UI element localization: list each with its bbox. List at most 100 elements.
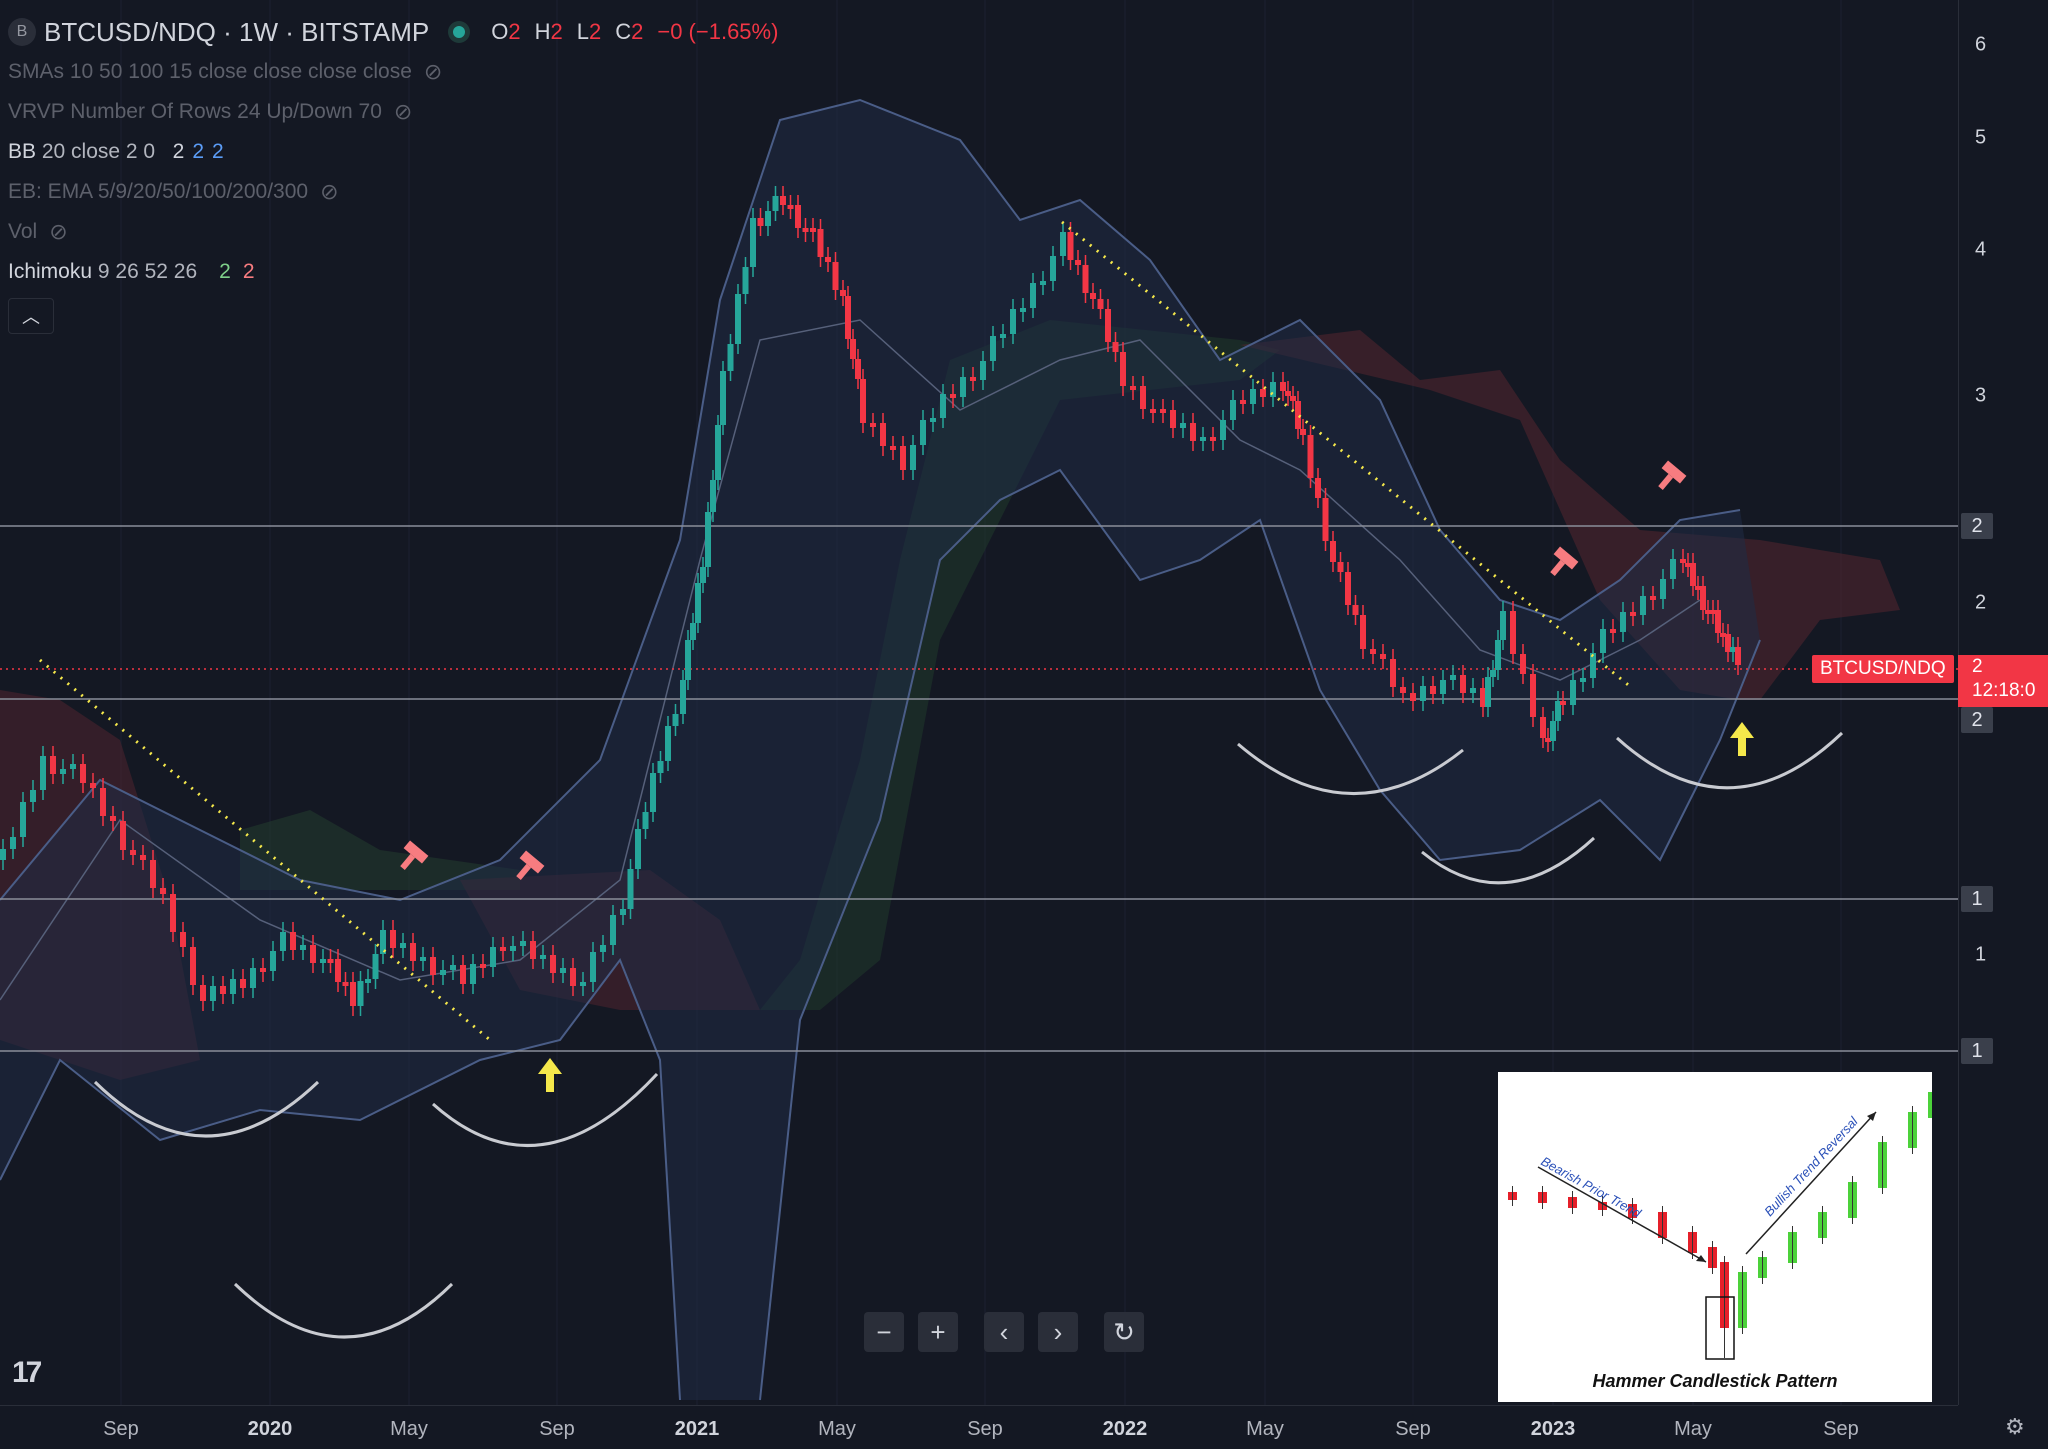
hammer-highlight-box [1705,1296,1735,1360]
candle-body [1180,423,1186,428]
candle-body [1050,256,1056,281]
candle-body [1420,686,1426,701]
zoom-in-button[interactable]: + [918,1312,958,1352]
symbol-badge: B [8,18,36,46]
time-tick: 2021 [674,1418,720,1440]
candle-body [700,567,706,583]
collapse-legend-button[interactable]: ︿ [8,298,54,334]
candle-body [410,943,416,961]
candle-body [720,371,726,425]
tradingview-logo[interactable]: 17 [12,1356,42,1389]
candle-body [210,986,216,1001]
indicator-vrvp[interactable]: VRVP Number Of Rows 24 Up/Down 70 ⊘ [8,92,792,132]
hammer-icons [400,460,1687,881]
candle-body [1545,738,1551,742]
candle-body [0,849,6,860]
chart-legend: B BTCUSD/NDQ · 1W · BITSTAMP O2 H2 L2 C2… [8,12,792,334]
price-axis[interactable]: 6 5 4 3 2 1 2 2 1 1 [1958,0,2048,1405]
candle-body [1360,615,1366,649]
ohlc-open: O2 [491,19,521,44]
candle-body [860,379,866,423]
candle-body [910,445,916,470]
hidden-eye-icon[interactable]: ⊘ [320,179,339,204]
indicator-bb[interactable]: BB 20 close 2 0 2 2 2 [8,140,224,163]
candle-body [665,726,671,761]
candle-body [1337,562,1344,572]
candle-body [1715,610,1721,633]
hammer-pattern-inset: Bearish Prior Trend Bullish Trend Revers… [1498,1072,1937,1402]
candle-body [180,932,186,947]
time-axis[interactable]: Sep 2020 May Sep 2021 May Sep 2022 May Sep 2023 May… [0,1405,1958,1449]
time-tick: Sep [1823,1418,1859,1440]
time-tick: Sep [539,1418,575,1440]
bearish-arrow [1537,1166,1707,1263]
zoom-out-button[interactable]: − [864,1312,904,1352]
candle-body [357,981,364,1006]
candle-body [1352,605,1359,615]
candle-body [1530,674,1536,717]
hidden-eye-icon[interactable]: ⊘ [393,99,413,124]
candle-body [490,947,496,967]
chevron-up-icon: ︿ [22,307,40,327]
candle-body [1190,423,1196,441]
symbol-title[interactable]: BTCUSD/NDQ · 1W · BITSTAMP [44,16,430,47]
candle-body [642,812,649,829]
candle-body [310,945,316,963]
level-price-box: 1 [1961,1038,1993,1064]
candle-body [680,680,686,714]
candle-body [1075,260,1081,265]
time-tick: 2023 [1530,1418,1576,1440]
indicator-smas[interactable]: SMAs 10 50 100 15 close close close clos… [8,52,792,92]
candle-body [90,783,96,788]
indicator-vol[interactable]: Vol ⊘ [8,212,792,252]
hidden-eye-icon[interactable]: ⊘ [49,219,68,244]
candle-body [832,262,839,290]
candle-body [1200,437,1206,441]
candle-body [570,968,576,986]
candle-body [400,943,406,948]
candle-body [270,951,276,971]
ohlc-low: L2 [576,19,602,44]
settings-gear-icon[interactable]: ⚙ [2005,1414,2025,1439]
horizontal-levels [0,525,1958,1052]
price-chart[interactable] [0,0,1958,1405]
bullish-label: Bullish Trend Reversal [1761,1113,1861,1219]
candle-body [685,640,691,680]
candle-body [70,764,76,769]
candle-body [1685,563,1691,567]
scroll-left-button[interactable]: ‹ [984,1312,1024,1352]
candle-body [1010,309,1016,334]
candle-body [130,850,136,855]
candle-body [430,957,436,975]
candle-body [500,947,506,951]
candle-body [170,894,176,932]
indicator-ichimoku[interactable]: Ichimoku 9 26 52 26 2 2 [8,260,255,283]
candle-body [1140,386,1146,409]
indicator-eb[interactable]: EB: EMA 5/9/20/50/100/200/300 ⊘ [8,172,792,212]
candle-body [1400,687,1406,693]
candle-body [160,888,166,894]
candle-body [1555,701,1561,721]
bearish-label: Bearish Prior Trend [1539,1154,1645,1222]
candlesticks [0,186,1741,1016]
candle-body [420,957,426,961]
symbol-row[interactable]: B BTCUSD/NDQ · 1W · BITSTAMP O2 H2 L2 C2… [8,12,792,52]
candle-body [1660,579,1666,599]
candle-body [580,982,586,986]
candle-body [1220,420,1226,440]
candle-body [1082,265,1089,293]
candle-body [1040,281,1046,285]
time-tick: May [390,1418,428,1440]
candle-body [1210,437,1216,441]
candle-body [342,982,349,986]
scroll-right-button[interactable]: › [1038,1312,1078,1352]
candle-body [825,257,831,262]
ohlc-high: H2 [534,19,563,44]
candle-body [1097,299,1104,309]
hidden-eye-icon[interactable]: ⊘ [423,59,443,84]
candle-body [1735,647,1741,665]
price-tick: 1 [1975,943,1987,966]
reset-chart-button[interactable]: ↻ [1104,1312,1144,1352]
candle-body [900,446,906,470]
price-tick: 6 [1975,33,1987,56]
